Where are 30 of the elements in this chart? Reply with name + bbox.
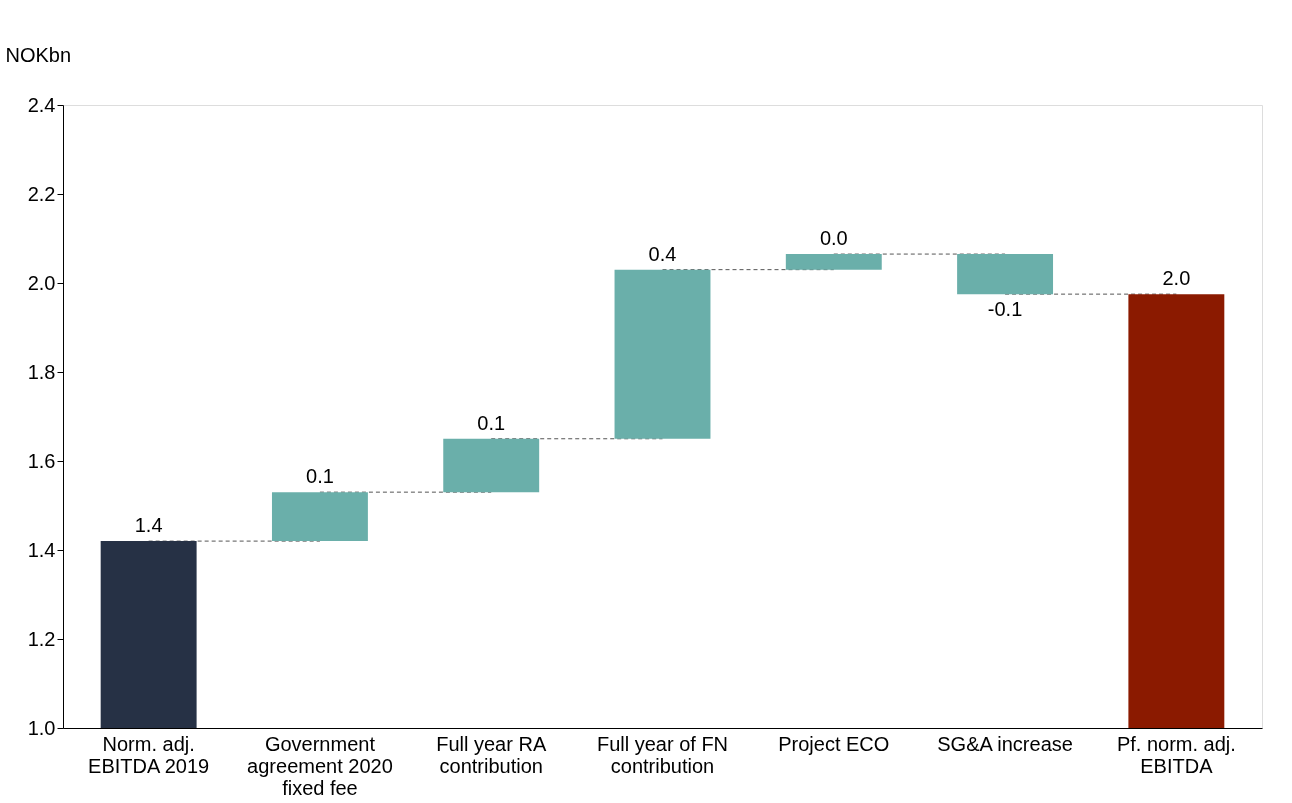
x-tick-label: SG&A increase <box>937 732 1073 755</box>
x-tick-label: Pf. norm. adj. EBITDA <box>1116 732 1236 777</box>
bar <box>614 269 711 439</box>
y-tick-label: 1.2 <box>27 627 56 650</box>
x-tick-label: Norm. adj. EBITDA 2019 <box>88 732 210 777</box>
data-label: 0.1 <box>306 465 334 488</box>
bar <box>271 492 368 542</box>
data-label: 0.4 <box>648 242 677 265</box>
y-tick-label: 1.0 <box>27 716 56 739</box>
y-tick-label: 2.0 <box>27 271 56 294</box>
data-label: -0.1 <box>987 298 1023 321</box>
y-tick-label: 2.4 <box>27 93 56 116</box>
x-tick-label: Full year RA contribution <box>436 732 547 777</box>
data-label: 2.0 <box>1162 267 1191 290</box>
data-label: 0.0 <box>819 227 848 250</box>
y-tick-label: 1.8 <box>27 360 56 383</box>
y-tick-label: 1.4 <box>27 538 56 561</box>
y-tick-label: 1.6 <box>27 449 56 472</box>
bar <box>100 541 197 728</box>
x-tick-label: Project ECO <box>778 732 890 755</box>
y-tick-label: 2.2 <box>27 182 56 205</box>
bar <box>957 254 1054 295</box>
data-label: 1.4 <box>134 514 163 537</box>
x-tick-label: Government agreement 2020 fixed fee <box>247 732 393 799</box>
bar <box>785 254 882 270</box>
bar <box>443 438 540 493</box>
x-tick-label: Full year of FN contribution <box>596 732 729 777</box>
data-label: 0.1 <box>477 411 506 434</box>
bar <box>1128 294 1225 728</box>
y-axis-title: NOKbn <box>5 43 72 66</box>
